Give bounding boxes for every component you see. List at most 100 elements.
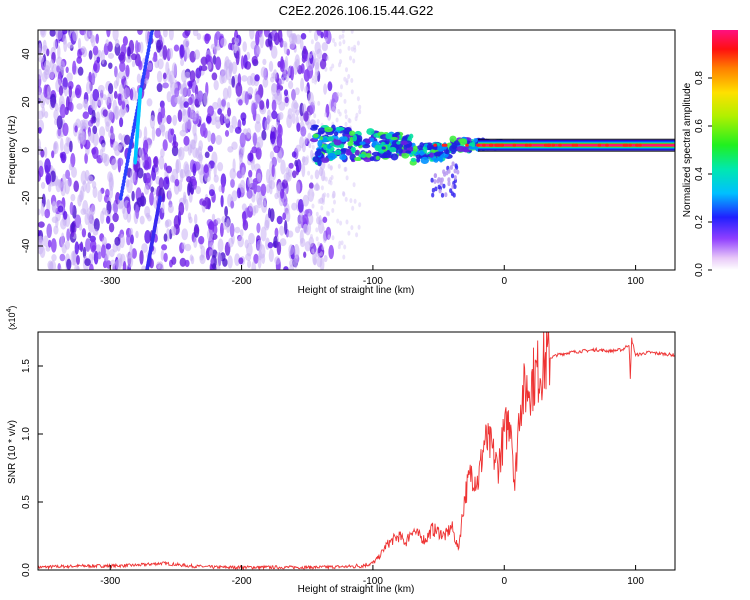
spectrogram-cell: [62, 34, 67, 45]
spectrogram-cell: [40, 203, 45, 217]
spectrogram-cell: [43, 146, 48, 158]
spectrogram-cell: [323, 192, 327, 198]
spectrogram-cell: [73, 180, 80, 193]
spectrogram-cell: [261, 129, 267, 141]
spectrogram-cell: [129, 88, 134, 101]
spectrogram-cell: [79, 190, 84, 203]
spectrogram-cell: [111, 158, 118, 171]
spectrogram-cell: [271, 99, 277, 112]
spectrogram-cell: [305, 208, 313, 217]
spectrogram-cell: [181, 228, 189, 241]
spectrogram-cell: [123, 107, 128, 114]
spectrogram-cell: [356, 40, 360, 46]
spectrogram-cell: [273, 69, 278, 81]
spectrogram-cell: [294, 159, 298, 167]
spectrogram-cell: [81, 228, 87, 238]
spectrogram-cell: [336, 126, 345, 131]
spectrogram-cell: [324, 176, 328, 182]
spectrogram-cell: [316, 30, 322, 36]
spectrogram-cell: [279, 225, 285, 236]
spectrogram-cell: [108, 83, 114, 95]
spectrogram-cell: [279, 188, 285, 199]
spectrogram-cell: [300, 63, 305, 74]
spectrogram-cell: [82, 246, 87, 259]
spectrogram-cell: [318, 56, 322, 62]
spectrogram-cell: [248, 169, 253, 178]
spectrogram-cell: [308, 182, 314, 189]
spectrogram-cell: [295, 58, 300, 71]
spectrogram-cell: [312, 100, 316, 106]
spectrogram-cell: [214, 33, 218, 47]
spectrogram-cell: [91, 146, 99, 159]
spectrogram-cell: [95, 33, 99, 44]
spectrogram-cell: [324, 66, 328, 72]
spectrogram-cell: [301, 155, 306, 164]
spectrogram-cell: [189, 70, 196, 83]
spectrogram-cell: [420, 156, 430, 165]
spectrogram-cell: [227, 146, 234, 153]
spectrogram-streak: [158, 195, 162, 201]
snr-y-ticks: 0.0 0.5 1.0 1.5: [21, 359, 43, 577]
spectrogram-cell: [122, 261, 127, 270]
spectrogram-cell: [322, 226, 325, 232]
spectrogram-cell: [268, 248, 274, 262]
spectrogram-cell: [47, 239, 52, 248]
spectrogram-cell: [252, 205, 257, 216]
spectrogram-cell: [253, 253, 259, 264]
spectrogram-cell: [453, 168, 457, 174]
spectrogram-cell: [300, 33, 307, 40]
spectrogram-cell: [217, 97, 222, 109]
spectrogram-cell: [244, 239, 249, 249]
spectrogram-cell: [95, 111, 101, 123]
spectrogram-cell: [237, 235, 244, 248]
spectrogram-cell: [207, 221, 215, 230]
spectrogram-cell: [338, 48, 342, 54]
spectrogram-cell: [179, 257, 187, 267]
spectrogram-cell: [192, 146, 198, 159]
spectrogram-cell: [168, 187, 172, 202]
spectrogram-y-tick-label: 20: [21, 96, 32, 108]
spectrogram-cell: [333, 139, 342, 146]
spectrogram-cell: [85, 81, 92, 94]
spectrogram-cell: [85, 238, 91, 252]
spectrogram-cell: [252, 132, 257, 147]
spectrogram-cell: [205, 115, 212, 124]
spectrogram-cell: [228, 42, 233, 51]
spectrogram-cell: [38, 91, 42, 102]
spectrogram-cell: [301, 214, 309, 228]
spectrogram-cell: [126, 233, 132, 246]
spectrogram-cell: [287, 108, 293, 120]
spectrogram-cell: [195, 67, 202, 79]
spectrogram-cell: [129, 227, 134, 237]
spectrogram-cell: [303, 251, 307, 258]
spectrogram-cell: [256, 46, 261, 55]
spectrogram-cell: [43, 60, 51, 72]
snr-multiplier-close: ): [7, 306, 17, 309]
spectrogram-cell: [147, 214, 152, 222]
spectrogram-cell: [248, 202, 253, 212]
spectrogram-cell: [137, 30, 143, 35]
spectrogram-cell: [339, 59, 343, 65]
spectrogram-cell: [82, 200, 89, 215]
spectrogram-cell: [108, 222, 115, 233]
colorbar: 0.0 0.2 0.4 0.6 0.8 Normalized spectral ampl…: [682, 30, 738, 277]
spectrogram-cell: [320, 157, 330, 163]
spectrogram-cell: [118, 133, 123, 141]
spectrogram-cell: [69, 140, 73, 153]
spectrogram-cell: [307, 170, 311, 176]
spectrogram-cell: [109, 248, 115, 258]
spectrogram-cell: [283, 172, 290, 182]
spectrogram-cell: [162, 45, 168, 60]
spectrogram-cell: [119, 117, 124, 128]
spectrogram-cell: [297, 198, 304, 213]
snr-multiplier-base: (x10: [7, 312, 17, 330]
spectrogram-cell: [234, 226, 241, 234]
spectrogram-cell: [141, 265, 147, 270]
spectrogram-cell: [327, 81, 333, 92]
spectrogram-cell: [151, 126, 156, 142]
spectrogram-x-tick-label: -100: [363, 276, 383, 287]
spectrogram-cell: [638, 143, 642, 147]
spectrogram-cell: [335, 117, 339, 123]
spectrogram-cell: [144, 184, 150, 195]
